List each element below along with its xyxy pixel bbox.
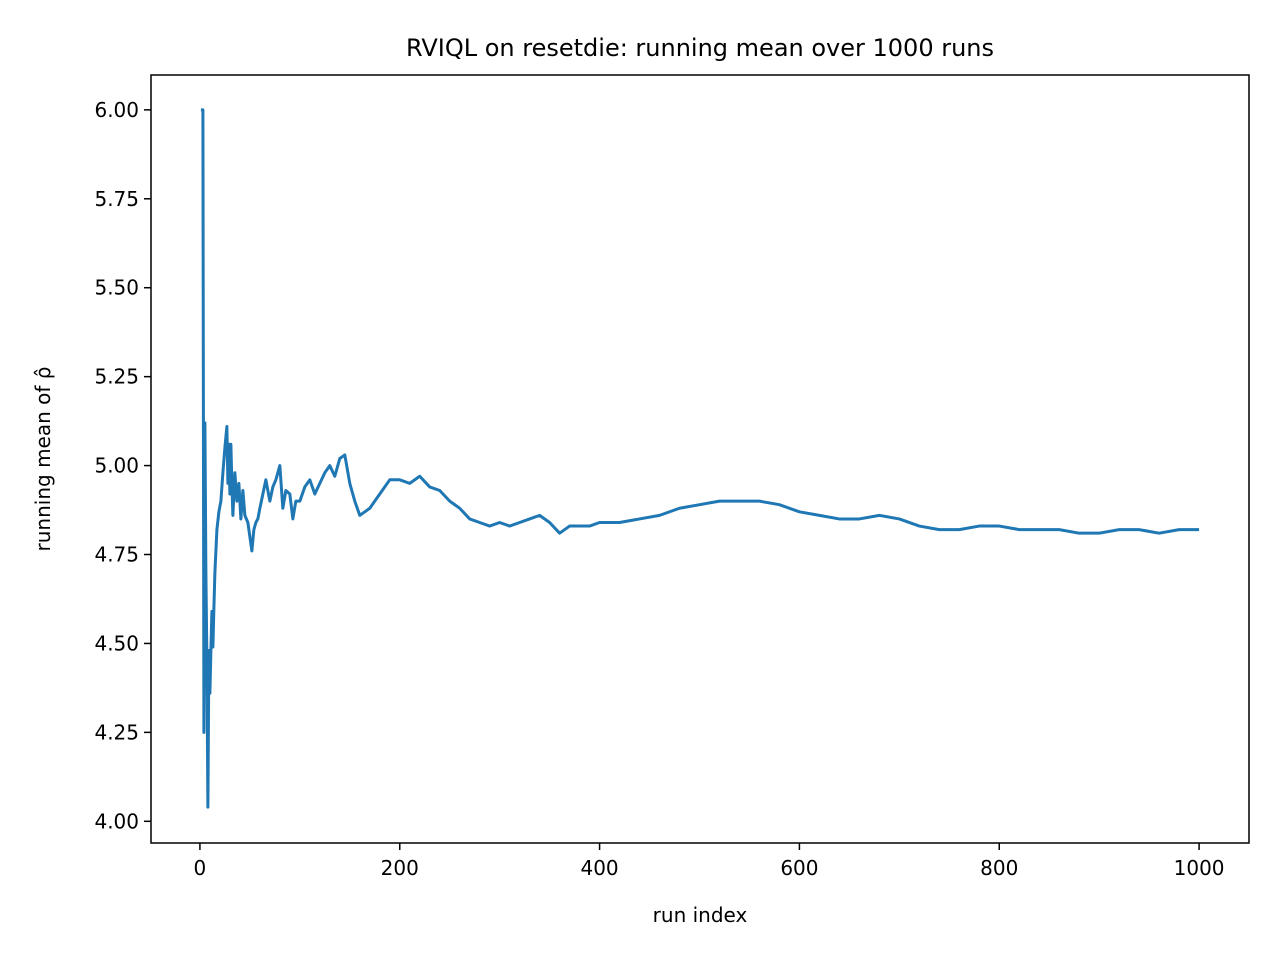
chart-title: RVIQL on resetdie: running mean over 100…: [406, 34, 994, 62]
y-axis-label: running mean of ρ̂: [31, 367, 55, 552]
y-tick-label: 4.00: [94, 809, 139, 833]
y-tick-label: 4.50: [94, 631, 139, 655]
y-tick-label: 5.50: [94, 276, 139, 300]
y-tick-label: 4.25: [94, 720, 139, 744]
line-series: [200, 108, 1200, 809]
y-tick-label: 5.75: [94, 187, 139, 211]
x-tick-label: 800: [980, 856, 1018, 880]
y-tick-label: 4.75: [94, 543, 139, 567]
y-tick-label: 6.00: [94, 98, 139, 122]
x-tick-label: 400: [580, 856, 618, 880]
x-tick-label: 600: [780, 856, 818, 880]
y-tick-label: 5.25: [94, 365, 139, 389]
y-tick-label: 5.00: [94, 454, 139, 478]
x-axis-label: run index: [653, 903, 748, 927]
plot-frame: [150, 74, 1250, 844]
x-tick-label: 1000: [1174, 856, 1225, 880]
x-tick-label: 0: [194, 856, 207, 880]
x-tick-label: 200: [381, 856, 419, 880]
